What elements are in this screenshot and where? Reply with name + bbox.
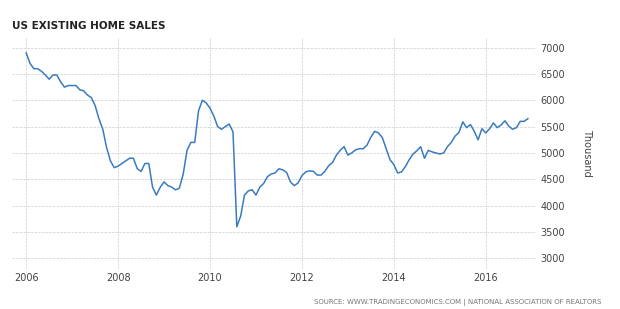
Y-axis label: Thousand: Thousand xyxy=(582,129,592,177)
Text: SOURCE: WWW.TRADINGECONOMICS.COM | NATIONAL ASSOCIATION OF REALTORS: SOURCE: WWW.TRADINGECONOMICS.COM | NATIO… xyxy=(314,299,601,306)
Text: US EXISTING HOME SALES: US EXISTING HOME SALES xyxy=(12,21,166,31)
